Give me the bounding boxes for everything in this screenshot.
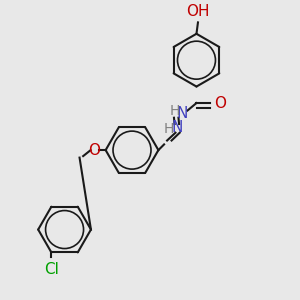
Text: O: O [214, 95, 226, 110]
Text: N: N [172, 120, 183, 135]
Text: H: H [169, 103, 180, 118]
Text: O: O [88, 142, 101, 158]
Text: N: N [176, 106, 188, 121]
Text: OH: OH [186, 4, 210, 20]
Text: Cl: Cl [44, 262, 59, 277]
Text: H: H [164, 122, 174, 136]
